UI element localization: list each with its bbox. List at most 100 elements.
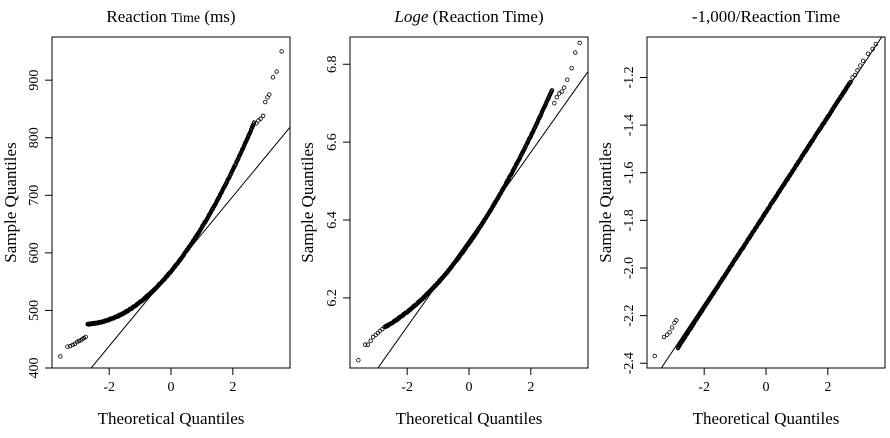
x-tick-label: -2	[103, 380, 115, 395]
data-point	[573, 50, 578, 55]
x-axis-title: Theoretical Quantiles	[396, 409, 543, 428]
reference-line	[377, 71, 588, 368]
plot-area	[58, 49, 290, 368]
y-tick-label: 500	[27, 300, 42, 321]
data-point	[492, 201, 498, 206]
y-tick-label: -1.6	[622, 162, 637, 184]
panel-title-part: Reaction	[106, 7, 171, 26]
y-tick-label: 6.6	[325, 133, 340, 151]
data-point	[254, 121, 259, 126]
data-point	[565, 77, 570, 83]
y-tick-label: -2.4	[622, 352, 637, 374]
plot-area	[652, 37, 883, 368]
x-tick-label: 0	[466, 380, 473, 395]
y-tick-label: 600	[27, 242, 42, 263]
x-tick-label: -2	[401, 380, 413, 395]
data-point	[850, 75, 855, 80]
data-point	[559, 89, 564, 94]
x-tick-label: -2	[698, 380, 710, 395]
data-point	[382, 324, 387, 330]
y-tick-label: -1.4	[622, 114, 637, 136]
data-point	[664, 332, 670, 337]
data-point	[58, 354, 63, 359]
data-point	[258, 116, 263, 121]
y-tick-label: -1.8	[622, 209, 637, 231]
data-point	[267, 92, 272, 97]
data-point	[83, 334, 88, 340]
data-point	[858, 63, 863, 68]
chart-panel-1: Reaction Time (ms) -2 0 2 400 500 600 700 800 900…	[1, 7, 291, 428]
data-point	[232, 165, 237, 170]
data-point	[552, 100, 557, 106]
data-point	[667, 330, 672, 335]
data-point	[251, 120, 257, 125]
x-tick-label: 0	[168, 380, 175, 395]
panel-title: -1,000/Reaction Time	[692, 7, 840, 26]
y-axis-title: Sample Quantiles	[1, 142, 20, 262]
data-point	[356, 358, 361, 363]
panel-title-part: Time	[171, 11, 200, 26]
sample-points	[356, 40, 582, 363]
data-point	[848, 79, 853, 84]
panel-title-part: Loge	[393, 7, 428, 26]
plot-area	[356, 40, 588, 368]
data-point	[279, 49, 284, 54]
y-tick-label: -2.0	[622, 257, 637, 279]
data-point	[865, 51, 871, 56]
y-tick-label: 800	[27, 127, 42, 148]
data-point	[562, 85, 567, 90]
y-tick-label: -2.2	[622, 305, 637, 327]
x-axis-title: Theoretical Quantiles	[693, 409, 840, 428]
data-point	[260, 113, 266, 119]
data-point	[870, 46, 875, 52]
data-point	[652, 353, 657, 359]
data-point	[270, 75, 276, 80]
data-point	[569, 65, 574, 71]
panel-title: Reaction Time (ms)	[106, 7, 235, 26]
data-point	[661, 334, 667, 340]
data-point	[547, 94, 552, 100]
data-point	[68, 343, 73, 349]
data-point	[65, 344, 70, 349]
y-tick-label: 700	[27, 185, 42, 206]
data-point	[669, 325, 675, 330]
panel-title: Loge (Reaction Time)	[393, 7, 543, 26]
panel-title-part: (Reaction Time)	[428, 7, 543, 26]
y-tick-label: 6.4	[325, 211, 340, 229]
data-point	[76, 338, 82, 344]
data-point	[368, 338, 373, 343]
x-axis-title: Theoretical Quantiles	[98, 409, 245, 428]
x-tick-label: 2	[229, 380, 236, 395]
sample-points	[58, 49, 284, 359]
data-point	[549, 88, 555, 93]
y-tick-label: 400	[27, 358, 42, 379]
data-point	[873, 41, 878, 47]
panel-title-part: -1,000/Reaction Time	[692, 7, 840, 26]
y-tick-label: 6.8	[325, 56, 340, 74]
data-point	[554, 95, 559, 100]
sample-points	[652, 41, 878, 359]
y-axis-title: Sample Quantiles	[596, 142, 615, 262]
data-point	[577, 40, 582, 46]
data-point	[263, 99, 268, 105]
data-point	[362, 342, 368, 347]
y-tick-label: 900	[27, 70, 42, 91]
x-tick-label: 2	[527, 380, 534, 395]
chart-panel-3: -1,000/Reaction Time -2 0 2 -2.4 -2.2 -2.0 -1.8…	[596, 7, 886, 428]
panel-title-part: (ms)	[200, 7, 235, 26]
x-tick-label: 2	[824, 380, 831, 395]
y-axis-title: Sample Quantiles	[298, 142, 317, 262]
x-tick-label: 0	[763, 380, 770, 395]
data-point	[274, 69, 279, 74]
data-point	[365, 342, 371, 347]
data-point	[860, 58, 866, 64]
chart-panel-2: Loge (Reaction Time) -2 0 2 6.2 6.4 6.6 6.8 Theo…	[298, 7, 589, 428]
data-point	[70, 342, 75, 348]
y-tick-label: -1.2	[622, 66, 637, 88]
data-point	[674, 318, 679, 323]
data-point	[852, 72, 858, 78]
data-point	[855, 68, 860, 73]
y-tick-label: 6.2	[325, 289, 340, 307]
